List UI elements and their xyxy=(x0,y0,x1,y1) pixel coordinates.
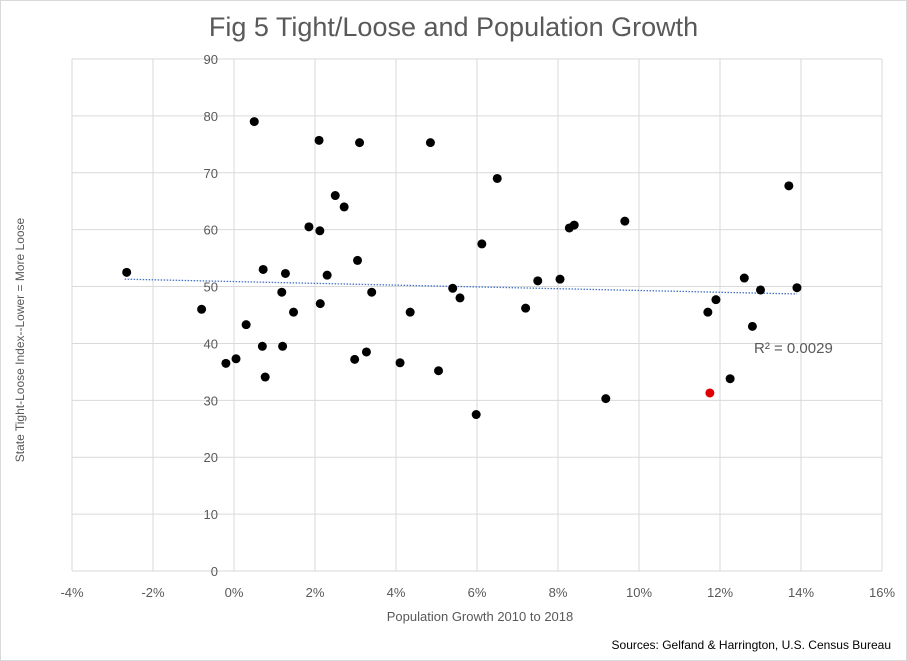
data-point xyxy=(249,117,259,127)
data-point xyxy=(784,181,794,191)
data-point xyxy=(260,372,270,382)
data-point xyxy=(533,276,543,286)
data-point xyxy=(725,374,735,384)
data-point xyxy=(258,264,268,274)
x-axis-label: Population Growth 2010 to 2018 xyxy=(386,609,574,624)
x-tick-label: 2% xyxy=(306,585,325,600)
highlighted-data-point xyxy=(705,388,715,398)
trendline xyxy=(124,278,797,295)
data-point xyxy=(395,358,405,368)
data-point xyxy=(492,173,502,183)
data-point xyxy=(315,299,325,309)
y-tick-label: 30 xyxy=(204,393,218,408)
data-point xyxy=(455,293,465,303)
source-note: Sources: Gelfand & Harrington, U.S. Cens… xyxy=(611,638,891,652)
data-points xyxy=(122,117,802,420)
x-tick-label: 12% xyxy=(707,585,733,600)
trendline-group xyxy=(124,278,797,295)
data-point xyxy=(350,354,360,364)
x-tick-label: 0% xyxy=(225,585,244,600)
data-point xyxy=(280,268,290,278)
data-point xyxy=(278,341,288,351)
y-tick-label: 50 xyxy=(204,280,218,295)
data-point xyxy=(361,347,371,357)
data-point xyxy=(322,270,332,280)
gridlines xyxy=(71,58,883,572)
r-squared-label: R² = 0.0029 xyxy=(754,340,833,357)
data-point xyxy=(756,285,765,295)
data-point xyxy=(339,202,349,212)
y-axis-ticks: 0 10 20 30 40 50 60 70 80 90 xyxy=(204,52,218,579)
data-point xyxy=(289,307,299,317)
y-tick-label: 10 xyxy=(204,507,218,522)
y-axis-label: State Tight-Loose Index--Lower = More Lo… xyxy=(13,217,27,463)
data-point xyxy=(314,135,324,145)
data-point xyxy=(315,226,325,236)
data-point xyxy=(231,354,241,364)
data-point xyxy=(703,307,713,317)
data-point xyxy=(601,394,611,404)
data-point xyxy=(477,239,487,249)
data-point xyxy=(353,255,363,265)
data-point xyxy=(747,321,757,331)
data-point xyxy=(122,267,132,277)
data-point xyxy=(277,287,287,297)
y-tick-label: 80 xyxy=(204,109,218,124)
x-tick-label: 4% xyxy=(387,585,406,600)
data-point xyxy=(330,191,340,201)
y-tick-label: 90 xyxy=(204,52,218,67)
data-point xyxy=(221,358,231,368)
data-point xyxy=(197,304,207,314)
chart-title: Fig 5 Tight/Loose and Population Growth xyxy=(208,12,699,42)
data-point xyxy=(257,341,267,351)
y-tick-label: 60 xyxy=(204,223,218,238)
x-tick-label: 6% xyxy=(468,585,487,600)
data-point xyxy=(367,287,377,297)
data-point xyxy=(569,220,579,230)
data-point xyxy=(620,216,630,226)
x-tick-label: 10% xyxy=(626,585,652,600)
x-axis-ticks: -4% -2% 0% 2% 4% 6% 8% 10% 12% 14% 16% xyxy=(60,585,895,600)
data-point xyxy=(521,303,531,313)
data-point xyxy=(792,283,802,293)
data-point xyxy=(434,366,444,376)
y-tick-label: 70 xyxy=(204,166,218,181)
x-tick-label: -4% xyxy=(60,585,84,600)
y-tick-label: 40 xyxy=(204,336,218,351)
data-point xyxy=(711,295,721,305)
data-point xyxy=(425,138,435,148)
data-point xyxy=(304,222,314,232)
y-tick-label: 0 xyxy=(211,564,218,579)
x-tick-label: 16% xyxy=(869,585,895,600)
data-point xyxy=(555,274,565,284)
data-point xyxy=(739,273,749,283)
data-point xyxy=(448,283,458,293)
data-point xyxy=(355,138,365,148)
data-point xyxy=(405,307,415,317)
x-tick-label: 14% xyxy=(788,585,814,600)
x-tick-label: 8% xyxy=(549,585,568,600)
data-point xyxy=(241,320,251,330)
x-tick-label: -2% xyxy=(141,585,165,600)
data-point xyxy=(471,410,481,420)
y-tick-label: 20 xyxy=(204,450,218,465)
